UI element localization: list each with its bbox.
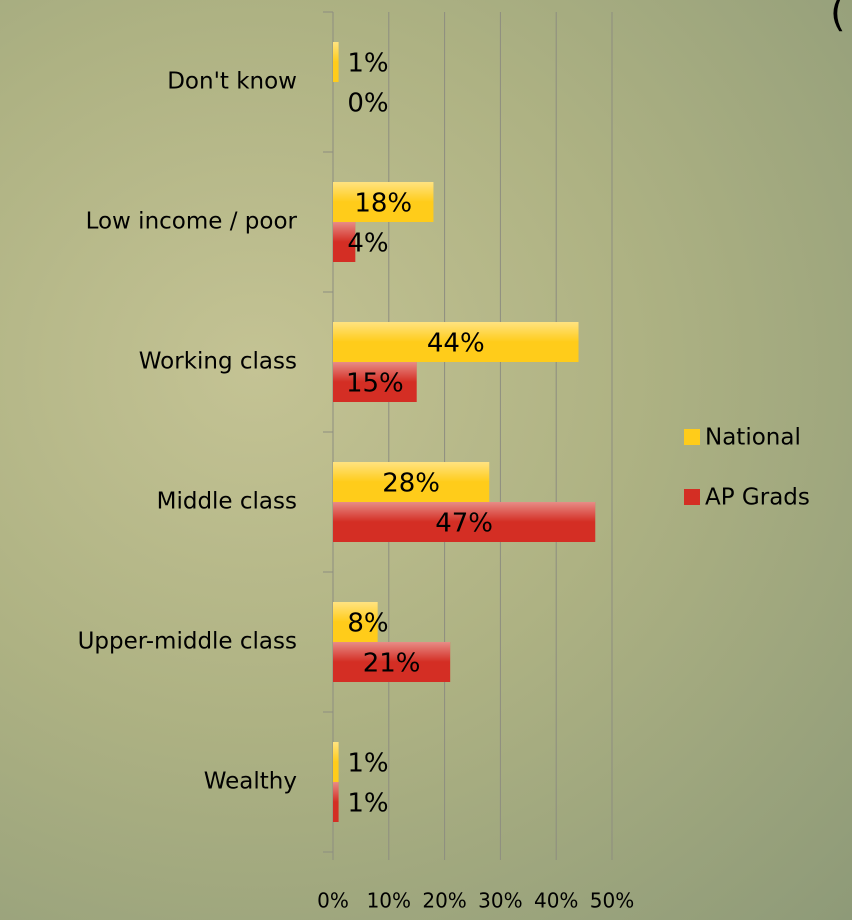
- chart: ( 0% 10% 20% 30% 40% 50% Don't know 1% 0% Low inc…: [0, 0, 852, 920]
- data-label: 0%: [347, 89, 388, 119]
- legend-swatch: [684, 489, 700, 505]
- x-tick-label: 50%: [590, 889, 634, 913]
- bar-shine: [333, 42, 339, 82]
- data-label: 1%: [347, 49, 388, 79]
- x-tick-label: 30%: [478, 889, 522, 913]
- legend-swatch: [684, 429, 700, 445]
- data-label: 28%: [382, 469, 440, 499]
- y-tick-label: Middle class: [157, 489, 297, 515]
- bar-shine: [333, 742, 339, 782]
- data-label: 4%: [347, 229, 388, 259]
- data-label: 8%: [347, 609, 388, 639]
- y-tick-label: Don't know: [167, 69, 297, 95]
- bar-shine: [333, 782, 339, 822]
- data-label: 1%: [347, 789, 388, 819]
- data-label: 21%: [363, 649, 421, 679]
- legend-label: National: [705, 425, 801, 451]
- y-tick-label: Upper-middle class: [78, 629, 297, 655]
- y-tick-label: Working class: [139, 349, 297, 375]
- data-label: 47%: [435, 509, 493, 539]
- y-tick-label: Wealthy: [204, 769, 297, 795]
- data-label: 1%: [347, 749, 388, 779]
- data-label: 44%: [427, 329, 485, 359]
- data-label: 15%: [346, 369, 404, 399]
- y-tick-label: Low income / poor: [86, 209, 298, 235]
- x-tick-label: 0%: [317, 889, 349, 913]
- x-tick-label: 40%: [534, 889, 578, 913]
- legend-label: AP Grads: [705, 485, 810, 511]
- x-tick-label: 10%: [367, 889, 411, 913]
- data-label: 18%: [354, 189, 412, 219]
- x-tick-label: 20%: [422, 889, 466, 913]
- chart-title: (: [830, 0, 846, 36]
